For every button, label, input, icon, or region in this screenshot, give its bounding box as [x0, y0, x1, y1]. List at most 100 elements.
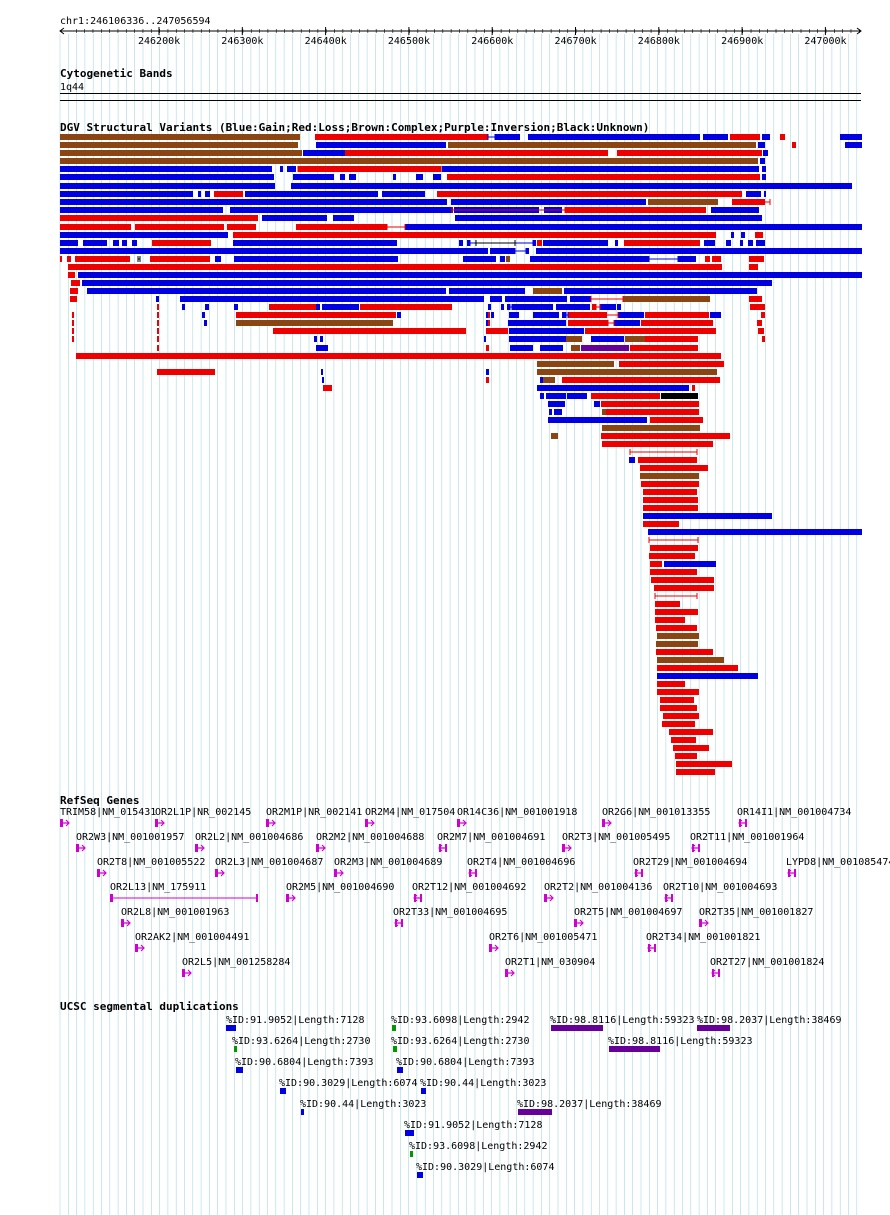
dgv-variant-bar[interactable] [60, 240, 78, 246]
dgv-variant-bar[interactable] [122, 240, 127, 246]
dgv-variant-bar[interactable] [486, 345, 489, 351]
refseq-gene[interactable]: OR2T8|NM_001005522 [97, 857, 205, 877]
dgv-variant-bar[interactable] [749, 296, 762, 302]
dgv-variant-bar[interactable] [840, 134, 862, 140]
segdup-feature[interactable]: %ID:98.8116|Length:59323 [550, 1015, 695, 1031]
refseq-gene[interactable]: OR2L13|NM_175911 [110, 882, 258, 902]
dgv-variant-bar[interactable] [269, 304, 316, 310]
dgv-variant-bar[interactable] [382, 191, 425, 197]
dgv-variant-bar[interactable] [60, 224, 131, 230]
dgv-variant-bar[interactable] [349, 174, 356, 180]
dgv-variant-bar[interactable] [72, 320, 74, 326]
segdup-features[interactable]: %ID:91.9052|Length:7128 %ID:93.6098|Lengt… [226, 1015, 842, 1178]
dgv-variant-bar[interactable] [150, 256, 210, 262]
dgv-variant-bar[interactable] [180, 296, 484, 302]
dgv-variant-bar[interactable] [648, 529, 862, 535]
position-ruler[interactable]: chr1:246106336..247056594 246200k 246300k… [59, 16, 862, 47]
dgv-variant-bar[interactable] [83, 240, 107, 246]
dgv-variant-bar[interactable] [488, 312, 490, 318]
dgv-variant-bar[interactable] [72, 312, 74, 318]
dgv-variant-bar[interactable] [82, 280, 772, 286]
dgv-variant-bar[interactable] [650, 561, 662, 567]
dgv-variant-bar[interactable] [643, 497, 698, 503]
segdup-feature[interactable]: %ID:93.6264|Length:2730 [232, 1036, 370, 1052]
dgv-variant-bar[interactable] [303, 150, 345, 156]
dgv-variant-bar[interactable] [617, 304, 621, 310]
dgv-variant-bar[interactable] [643, 489, 697, 495]
dgv-variant-bar[interactable] [70, 296, 77, 302]
dgv-variant-bar[interactable] [451, 199, 646, 205]
dgv-variant-bar[interactable] [495, 134, 520, 140]
dgv-variant-bar[interactable] [749, 256, 764, 262]
dgv-variant-bar[interactable] [293, 174, 334, 180]
dgv-variant-bar[interactable] [601, 401, 699, 407]
segdup-feature[interactable]: %ID:98.2037|Length:38469 [517, 1099, 662, 1115]
dgv-variant-bar[interactable] [755, 232, 763, 238]
dgv-variant-bar[interactable] [234, 304, 238, 310]
dgv-variant-bar[interactable] [651, 577, 714, 583]
dgv-variant-bar[interactable] [397, 312, 401, 318]
dgv-variant-bar[interactable] [606, 409, 699, 415]
dgv-variant-bar[interactable] [614, 320, 640, 326]
dgv-variant-bar[interactable] [660, 705, 697, 711]
dgv-variant-bar[interactable] [548, 417, 647, 423]
dgv-variant-bar[interactable] [710, 312, 721, 318]
dgv-variant-bar[interactable] [673, 745, 709, 751]
dgv-variant-bar[interactable] [671, 737, 696, 743]
dgv-variant-bar[interactable] [705, 256, 710, 262]
dgv-variant-bar[interactable] [505, 296, 567, 302]
dgv-variant-bar[interactable] [619, 361, 724, 367]
dgv-variant-bar[interactable] [528, 134, 700, 140]
dgv-variant-bar[interactable] [615, 240, 618, 246]
dgv-variant-bar[interactable] [571, 345, 580, 351]
dgv-variant-bar[interactable] [198, 191, 201, 197]
refseq-gene[interactable]: OR14C36|NM_001001918 [457, 807, 577, 827]
dgv-variant-bar[interactable] [333, 215, 354, 221]
dgv-variant-bar[interactable] [655, 601, 680, 607]
dgv-variant-bar[interactable] [537, 361, 614, 367]
dgv-variant-bar[interactable] [568, 312, 607, 318]
dgv-variant-bar[interactable] [442, 166, 759, 172]
dgv-variant-bar[interactable] [618, 312, 644, 318]
dgv-variant-bar[interactable] [540, 393, 544, 399]
dgv-variant-bar[interactable] [234, 256, 398, 262]
dgv-variant-bar[interactable] [60, 191, 193, 197]
dgv-variant-bar[interactable] [762, 166, 766, 172]
dgv-variant-bar[interactable] [157, 320, 159, 326]
dgv-variant-bar[interactable] [75, 256, 130, 262]
segdup-feature[interactable]: %ID:91.9052|Length:7128 [226, 1015, 364, 1031]
dgv-variant-bar[interactable] [60, 248, 488, 254]
dgv-variant-bar[interactable] [68, 272, 75, 278]
dgv-variant-bar[interactable] [748, 240, 753, 246]
dgv-variant-bar[interactable] [704, 240, 715, 246]
dgv-variant-bar[interactable] [463, 256, 496, 262]
dgv-variant-bar[interactable] [756, 240, 765, 246]
dgv-variant-bar[interactable] [602, 409, 606, 415]
refseq-gene[interactable]: OR2T27|NM_001001824 [710, 957, 824, 977]
dgv-variant-bar[interactable] [60, 166, 272, 172]
dgv-variant-bar[interactable] [678, 256, 696, 262]
dgv-variant-bar[interactable] [592, 304, 596, 310]
dgv-variant-bar[interactable] [157, 304, 159, 310]
dgv-variant-bar[interactable] [640, 473, 699, 479]
dgv-variant-bar[interactable] [360, 304, 452, 310]
dgv-variant-bar[interactable] [762, 174, 766, 180]
dgv-variant-bar[interactable] [581, 345, 629, 351]
dgv-variant-bar[interactable] [467, 240, 470, 246]
dgv-variant-bar[interactable] [322, 304, 359, 310]
segdup-feature[interactable]: %ID:93.6264|Length:2730 [391, 1036, 529, 1052]
dgv-variant-bar[interactable] [455, 215, 762, 221]
dgv-variant-bar[interactable] [60, 158, 758, 164]
dgv-variant-bar[interactable] [570, 296, 591, 302]
dgv-variant-bar[interactable] [617, 150, 762, 156]
dgv-variant-bar[interactable] [546, 393, 566, 399]
dgv-variant-bar[interactable] [763, 150, 768, 156]
dgv-variant-bar[interactable] [87, 288, 446, 294]
dgv-variant-bar[interactable] [662, 721, 695, 727]
dgv-variant-bar[interactable] [711, 207, 759, 213]
dgv-variant-bar[interactable] [512, 304, 553, 310]
refseq-gene[interactable]: OR2M2|NM_001004688 [316, 832, 424, 852]
dgv-variant-bar[interactable] [448, 142, 756, 148]
dgv-variant-bar[interactable] [60, 232, 228, 238]
dgv-variant-bar[interactable] [712, 256, 721, 262]
